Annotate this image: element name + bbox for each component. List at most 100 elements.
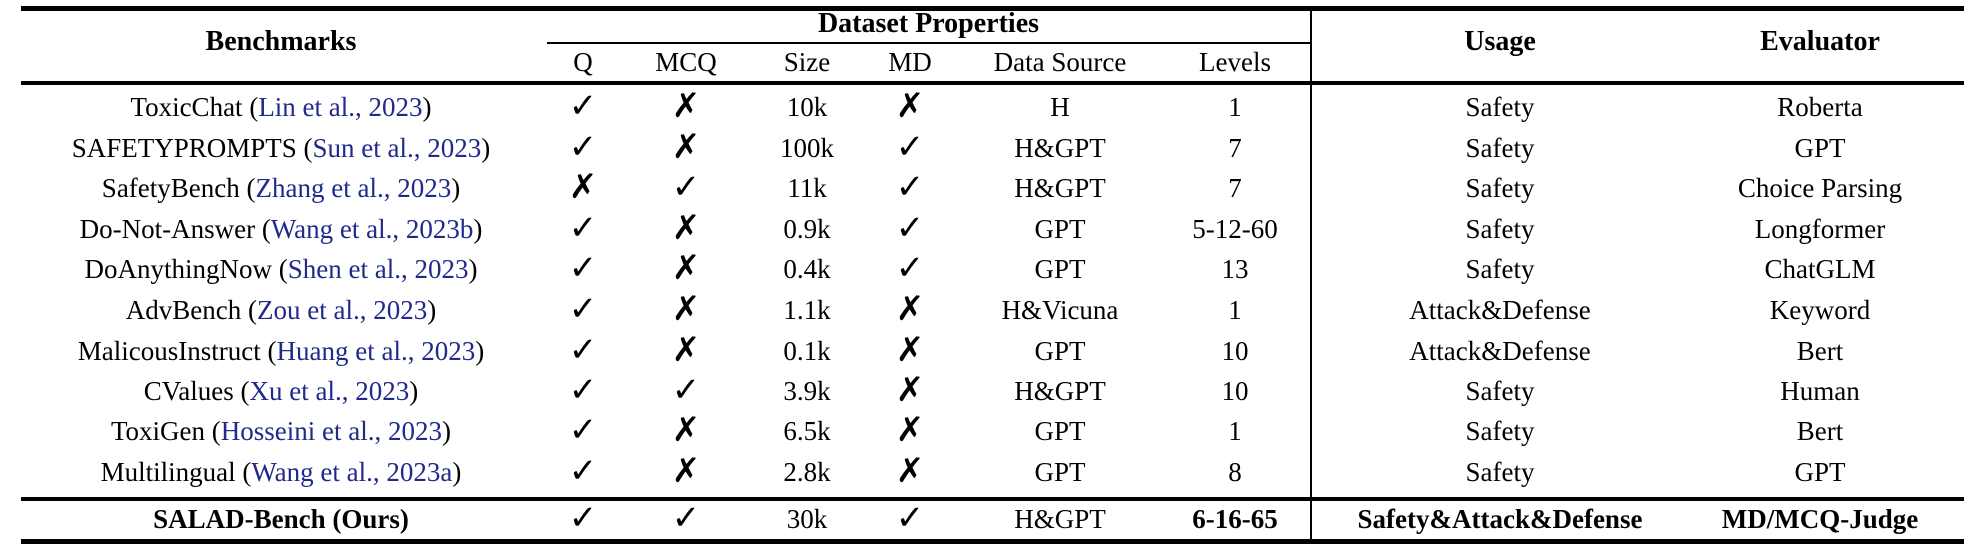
cell-mcq: ✓ [671, 169, 701, 206]
subheader-data-source: Data Source [993, 47, 1127, 77]
ours-benchmark-name: SALAD-Bench (Ours) [153, 504, 409, 534]
ours-cell-usage: Safety&Attack&Defense [1357, 504, 1643, 534]
citation-open-paren: ( [241, 295, 257, 325]
cell-source: GPT [1034, 457, 1086, 487]
cell-source: GPT [1034, 254, 1086, 284]
cell-md: ✗ [895, 453, 925, 490]
benchmark-name: SafetyBench [101, 173, 240, 203]
cell-mcq: ✗ [671, 412, 701, 449]
citation-link[interactable]: Zhang et al., 2023 [255, 173, 452, 203]
cell-q: ✓ [568, 88, 598, 125]
ours-cell-md: ✓ [895, 500, 925, 537]
benchmark-name-cell: ToxicChat (Lin et al., 2023) [21, 87, 541, 127]
citation-close-paren: ) [473, 214, 483, 244]
citation-open-paren: ( [235, 457, 252, 487]
benchmark-name: Multilingual [100, 457, 236, 487]
cell-evaluator: Choice Parsing [1737, 173, 1903, 203]
cell-mcq: ✗ [671, 453, 701, 490]
citation-open-paren: ( [260, 336, 277, 366]
cell-levels: 7 [1228, 173, 1242, 203]
top-rule [21, 6, 1964, 11]
citation-link[interactable]: Wang et al., 2023a [251, 457, 453, 487]
subheader-levels: Levels [1199, 47, 1271, 77]
benchmark-name: SAFETYPROMPTS [71, 133, 297, 163]
cell-levels: 1 [1228, 295, 1242, 325]
cell-source: GPT [1034, 336, 1086, 366]
citation-link[interactable]: Shen et al., 2023 [287, 254, 469, 284]
ours-cell-source: H&GPT [1014, 504, 1106, 534]
cell-evaluator: Bert [1796, 416, 1844, 446]
cell-usage: Safety [1465, 416, 1535, 446]
header-usage: Usage [1464, 26, 1536, 57]
citation-open-paren: ( [233, 376, 250, 406]
subheader-q: Q [573, 47, 593, 77]
cell-md: ✗ [895, 88, 925, 125]
cell-evaluator: Bert [1796, 336, 1844, 366]
cell-mcq: ✗ [671, 210, 701, 247]
citation-link[interactable]: Lin et al., 2023 [258, 92, 423, 122]
cell-q: ✓ [568, 250, 598, 287]
citation-open-paren: ( [296, 133, 313, 163]
citation-close-paren: ) [451, 173, 461, 203]
subheader-mcq: MCQ [655, 47, 717, 77]
cell-evaluator: ChatGLM [1764, 254, 1876, 284]
cell-usage: Safety [1465, 214, 1535, 244]
cell-levels: 7 [1228, 133, 1242, 163]
citation-open-paren: ( [239, 173, 256, 203]
cell-mcq: ✗ [671, 291, 701, 328]
cell-q: ✓ [568, 210, 598, 247]
cell-source: H&GPT [1014, 376, 1106, 406]
cell-levels: 10 [1221, 376, 1249, 406]
cell-mcq: ✓ [671, 372, 701, 409]
cell-size: 0.9k [783, 214, 831, 244]
cell-source: H&GPT [1014, 133, 1106, 163]
citation-link[interactable]: Zou et al., 2023 [257, 295, 428, 325]
citation-close-paren: ) [468, 254, 478, 284]
citation-link[interactable]: Huang et al., 2023 [276, 336, 476, 366]
cell-size: 3.9k [783, 376, 831, 406]
citation-open-paren: ( [272, 254, 288, 284]
cell-md: ✓ [895, 250, 925, 287]
cell-size: 0.1k [783, 336, 831, 366]
cell-usage: Safety [1465, 173, 1535, 203]
subheader-md: MD [888, 47, 932, 77]
header-dataset-properties: Dataset Properties [817, 8, 1040, 39]
cell-source: GPT [1034, 214, 1086, 244]
cell-evaluator: GPT [1794, 457, 1846, 487]
cell-size: 11k [787, 173, 827, 203]
benchmark-name: DoAnythingNow [84, 254, 273, 284]
header-rule [21, 81, 1964, 85]
cell-md: ✗ [895, 291, 925, 328]
cell-usage: Safety [1465, 457, 1535, 487]
benchmark-name-cell: DoAnythingNow (Shen et al., 2023) [21, 249, 541, 289]
citation-link[interactable]: Hosseini et al., 2023 [220, 416, 443, 446]
cell-size: 1.1k [783, 295, 831, 325]
cell-size: 100k [780, 133, 834, 163]
cell-evaluator: Longformer [1754, 214, 1886, 244]
cell-q: ✓ [568, 412, 598, 449]
cell-md: ✓ [895, 210, 925, 247]
benchmark-name: Do-Not-Answer [79, 214, 256, 244]
citation-close-paren: ) [409, 376, 419, 406]
cell-source: GPT [1034, 416, 1086, 446]
citation-link[interactable]: Xu et al., 2023 [249, 376, 410, 406]
benchmark-name: ToxicChat [130, 92, 243, 122]
citation-link[interactable]: Sun et al., 2023 [312, 133, 482, 163]
ours-cell-q: ✓ [568, 500, 598, 537]
bottom-rule [21, 539, 1964, 544]
ours-cell-mcq: ✓ [671, 500, 701, 537]
citation-close-paren: ) [422, 92, 432, 122]
header-benchmarks: Benchmarks [205, 26, 357, 57]
cell-usage: Safety [1465, 254, 1535, 284]
column-divider [1310, 6, 1312, 544]
citation-link[interactable]: Wang et al., 2023b [270, 214, 474, 244]
ours-cell-levels: 6-16-65 [1192, 504, 1278, 534]
cell-source: H&Vicuna [1001, 295, 1119, 325]
ours-rule [21, 497, 1964, 501]
cell-md: ✓ [895, 129, 925, 166]
citation-close-paren: ) [442, 416, 452, 446]
cell-usage: Safety [1465, 92, 1535, 122]
group-underline [547, 42, 1310, 44]
citation-close-paren: ) [452, 457, 462, 487]
benchmark-name: AdvBench [125, 295, 242, 325]
